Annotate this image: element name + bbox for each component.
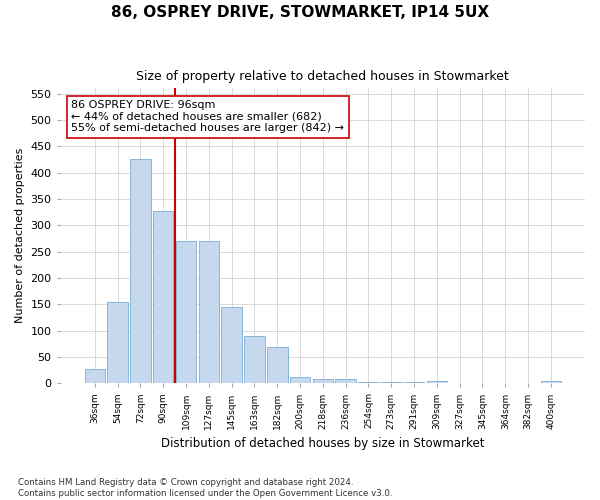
Title: Size of property relative to detached houses in Stowmarket: Size of property relative to detached ho…	[136, 70, 509, 83]
X-axis label: Distribution of detached houses by size in Stowmarket: Distribution of detached houses by size …	[161, 437, 485, 450]
Text: Contains HM Land Registry data © Crown copyright and database right 2024.
Contai: Contains HM Land Registry data © Crown c…	[18, 478, 392, 498]
Text: 86 OSPREY DRIVE: 96sqm
← 44% of detached houses are smaller (682)
55% of semi-de: 86 OSPREY DRIVE: 96sqm ← 44% of detached…	[71, 100, 344, 134]
Bar	[199, 241, 219, 384]
Bar	[290, 377, 310, 384]
Bar	[495, 382, 515, 384]
Bar	[518, 382, 538, 384]
Bar	[267, 348, 287, 384]
Bar	[153, 211, 173, 384]
Bar	[358, 382, 379, 384]
Bar	[541, 381, 561, 384]
Bar	[85, 369, 105, 384]
Bar	[107, 302, 128, 384]
Bar	[313, 378, 333, 384]
Bar	[335, 378, 356, 384]
Bar	[381, 382, 401, 384]
Bar	[221, 307, 242, 384]
Y-axis label: Number of detached properties: Number of detached properties	[15, 148, 25, 324]
Bar	[244, 336, 265, 384]
Text: 86, OSPREY DRIVE, STOWMARKET, IP14 5UX: 86, OSPREY DRIVE, STOWMARKET, IP14 5UX	[111, 5, 489, 20]
Bar	[404, 382, 424, 384]
Bar	[176, 241, 196, 384]
Bar	[449, 382, 470, 384]
Bar	[130, 160, 151, 384]
Bar	[472, 382, 493, 384]
Bar	[427, 381, 447, 384]
